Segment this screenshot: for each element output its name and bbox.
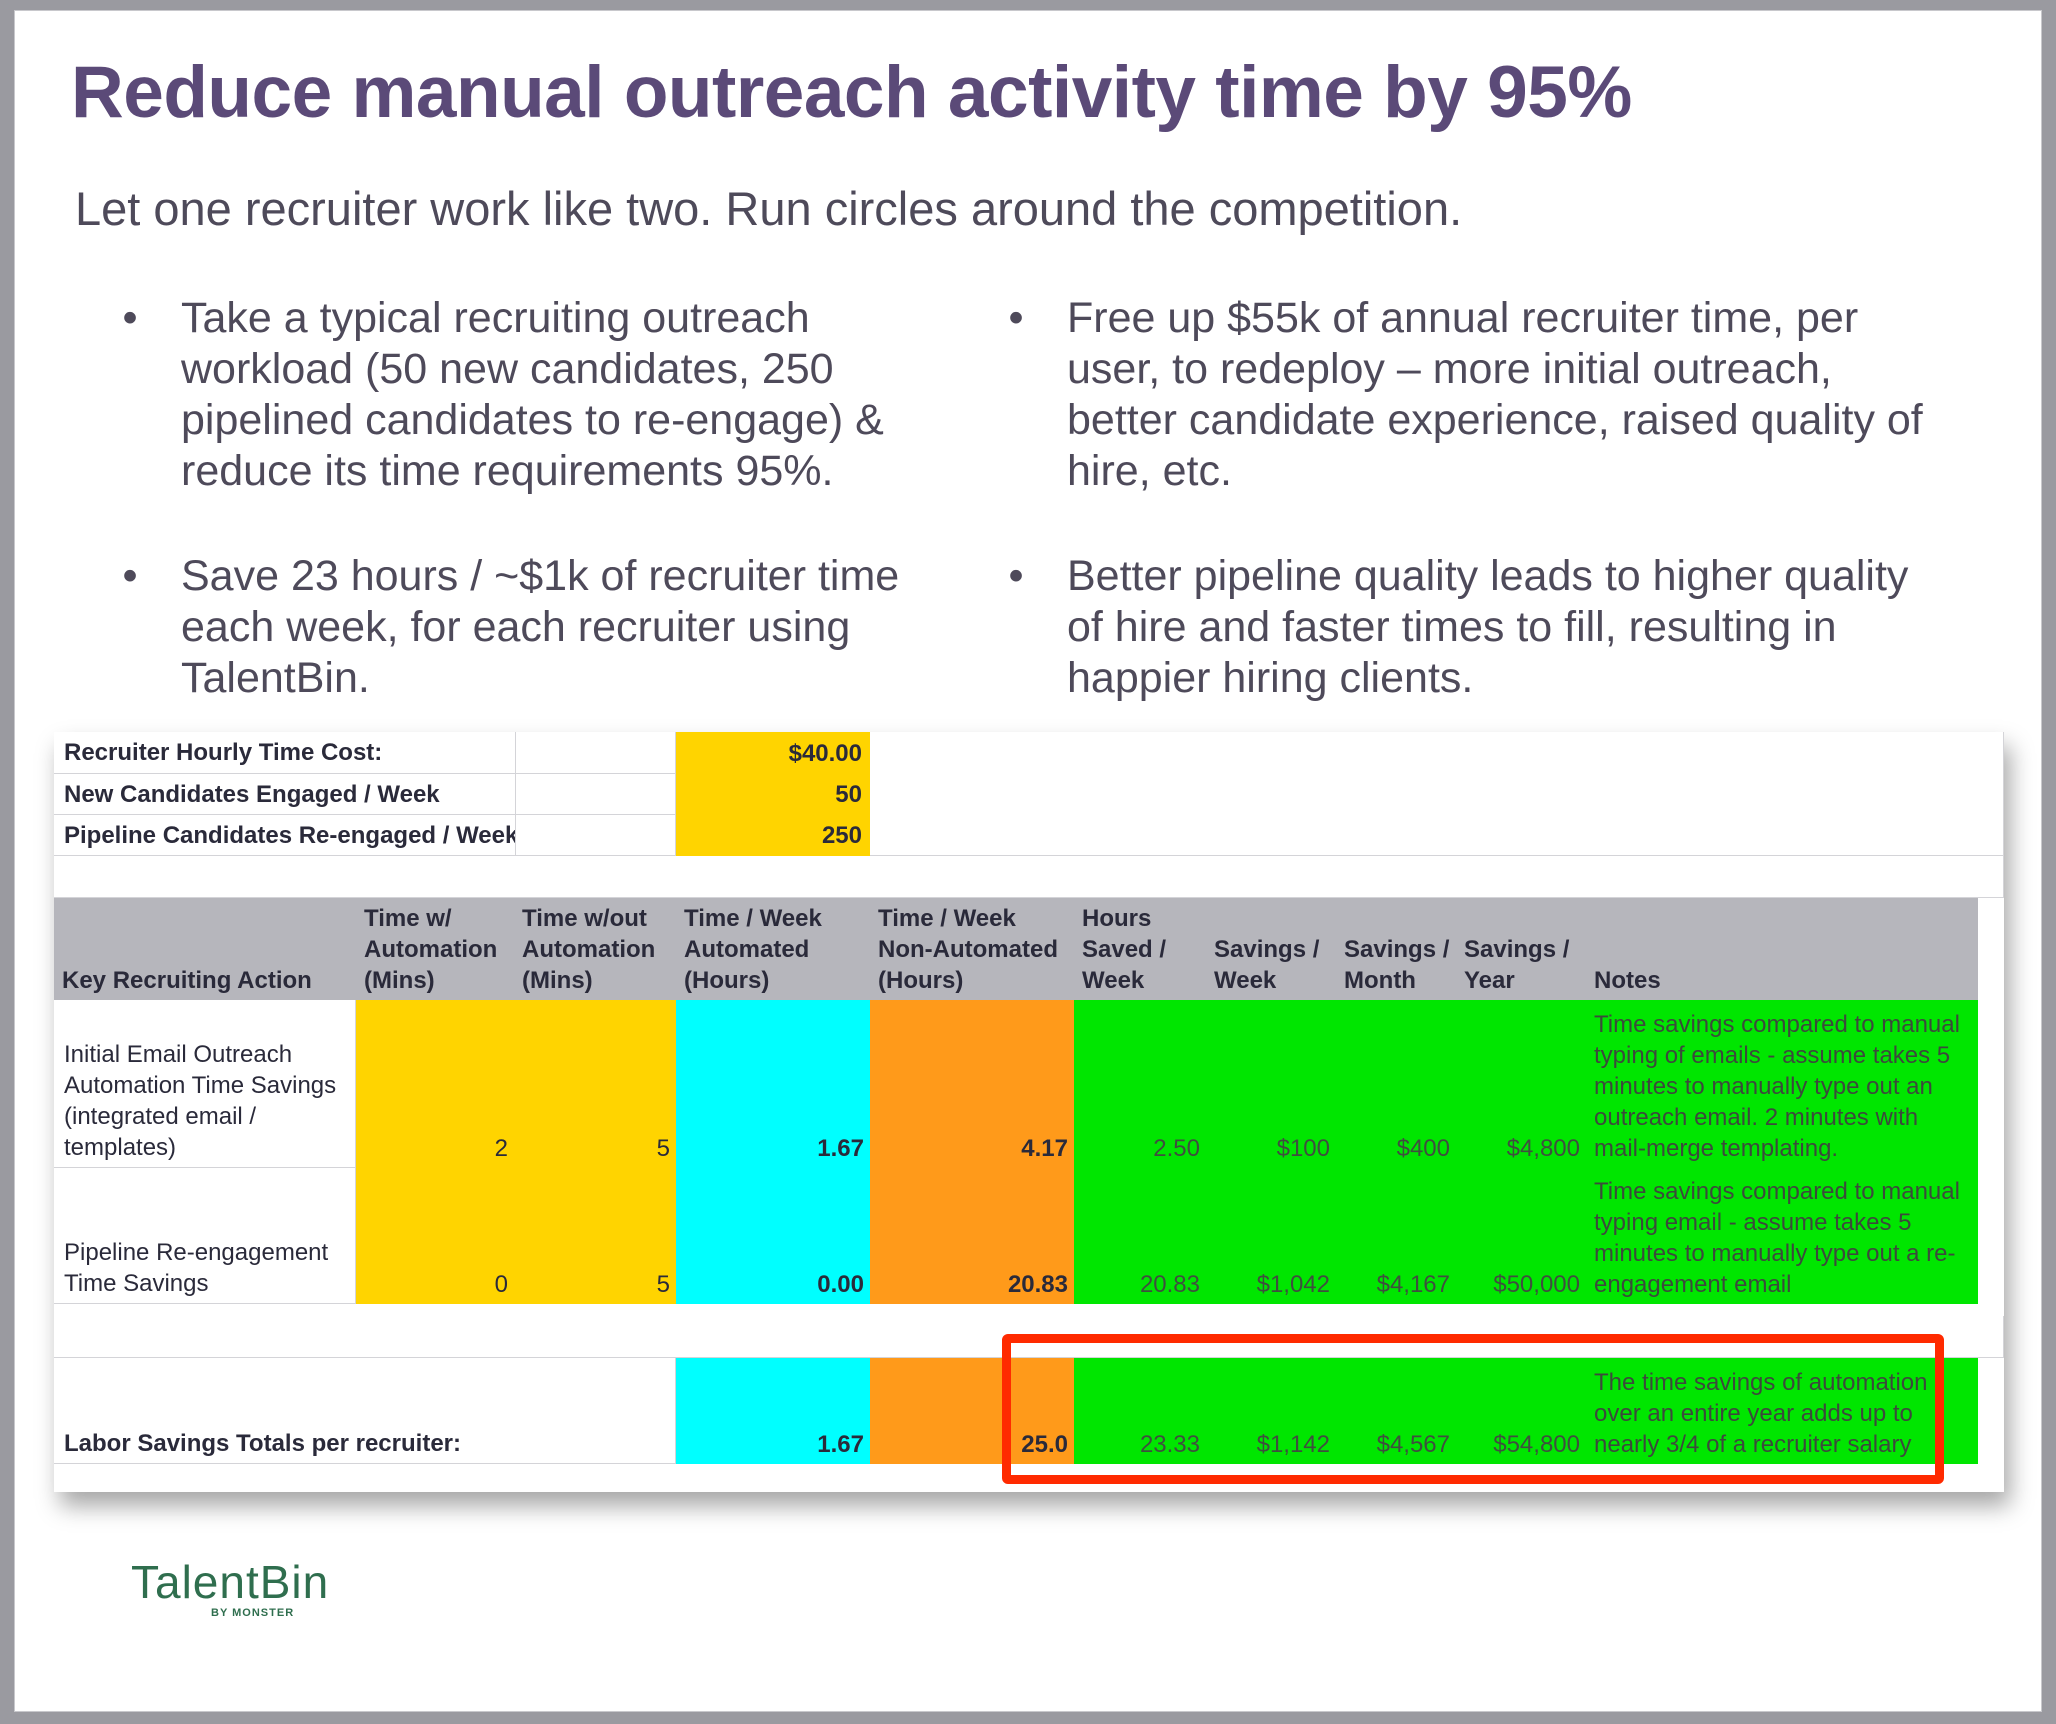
header-key-action: Key Recruiting Action [54, 898, 356, 1000]
grid-cell [516, 732, 676, 774]
grid-cell [516, 815, 676, 856]
logo-tagline: BY MONSTER [211, 1607, 295, 1619]
cell-savings-year: $50,000 [1456, 1168, 1586, 1304]
cell-notes: Time savings compared to manual typing o… [1586, 1000, 1978, 1168]
header-savings-year: Savings / Year [1456, 898, 1586, 1000]
bullet-dot: • [122, 552, 138, 600]
row-action-pipeline-reengagement: Pipeline Re-engagement Time Savings [54, 1168, 356, 1304]
bullet-workload: • Take a typical recruiting outreach wor… [122, 293, 991, 497]
bullet-free-up: • Free up $55k of annual recruiter time,… [1008, 293, 1927, 497]
talentbin-logo: TalentBin [131, 1556, 330, 1608]
input-value-hourly-cost[interactable]: $40.00 [676, 732, 870, 774]
bullet-pipeline-quality: • Better pipeline quality leads to highe… [1008, 551, 1927, 704]
total-savings-year: $54,800 [1456, 1358, 1586, 1464]
cell-savings-week: $1,042 [1206, 1168, 1336, 1304]
header-notes: Notes [1586, 898, 1978, 1000]
header-savings-month: Savings / Month [1336, 898, 1456, 1000]
cell-week-non-automated: 4.17 [870, 1000, 1074, 1168]
bullet-dot: • [122, 294, 138, 342]
total-week-automated: 1.67 [676, 1358, 870, 1464]
header-savings-week: Savings / Week [1206, 898, 1336, 1000]
cell-notes: Time savings compared to manual typing e… [1586, 1168, 1978, 1304]
bullet-dot: • [1008, 294, 1024, 342]
grid-empty-row [54, 1316, 2004, 1358]
savings-spreadsheet: Recruiter Hourly Time Cost: $40.00 New C… [54, 732, 2004, 1492]
total-hours-saved: 23.33 [1074, 1358, 1206, 1464]
highlight-box [1002, 1334, 1944, 1484]
cell-time-without: 5 [514, 1000, 676, 1168]
bullet-text: Save 23 hours / ~$1k of recruiter time e… [181, 552, 900, 702]
grid-cell [516, 774, 676, 815]
row-action-initial-outreach: Initial Email Outreach Automation Time S… [54, 1000, 356, 1168]
header-hours-saved: Hours Saved / Week [1074, 898, 1206, 1000]
cell-savings-month: $4,167 [1336, 1168, 1456, 1304]
grid-empty-area [870, 732, 2004, 856]
input-label-hourly-cost: Recruiter Hourly Time Cost: [54, 732, 516, 774]
cell-savings-year: $4,800 [1456, 1000, 1586, 1168]
header-week-non-automated: Time / Week Non-Automated (Hours) [870, 898, 1074, 1000]
bullet-dot: • [1008, 552, 1024, 600]
bullet-text: Better pipeline quality leads to higher … [1067, 552, 1909, 702]
bullet-save-hours: • Save 23 hours / ~$1k of recruiter time… [122, 551, 991, 704]
header-week-automated: Time / Week Automated (Hours) [676, 898, 870, 1000]
cell-time-with: 2 [356, 1000, 514, 1168]
slide-subtitle: Let one recruiter work like two. Run cir… [75, 182, 1463, 235]
total-savings-month: $4,567 [1336, 1358, 1456, 1464]
slide-title: Reduce manual outreach activity time by … [71, 52, 1632, 133]
input-label-pipeline-candidates: Pipeline Candidates Re-engaged / Week [54, 815, 516, 856]
header-time-without-automation: Time w/out Automation (Mins) [514, 898, 676, 1000]
input-value-pipeline-candidates[interactable]: 250 [676, 815, 870, 856]
cell-week-automated: 1.67 [676, 1000, 870, 1168]
input-label-new-candidates: New Candidates Engaged / Week [54, 774, 516, 815]
bullet-text: Take a typical recruiting outreach workl… [181, 294, 884, 495]
total-savings-week: $1,142 [1206, 1358, 1336, 1464]
input-value-new-candidates[interactable]: 50 [676, 774, 870, 815]
totals-label: Labor Savings Totals per recruiter: [54, 1358, 676, 1464]
grid-empty-row [54, 856, 2004, 898]
cell-time-without: 5 [514, 1168, 676, 1304]
cell-time-with: 0 [356, 1168, 514, 1304]
cell-week-automated: 0.00 [676, 1168, 870, 1304]
cell-week-non-automated: 20.83 [870, 1168, 1074, 1304]
total-week-non-automated: 25.0 [870, 1358, 1074, 1464]
cell-hours-saved: 2.50 [1074, 1000, 1206, 1168]
bullet-text: Free up $55k of annual recruiter time, p… [1067, 294, 1923, 495]
total-notes: The time savings of automation over an e… [1586, 1358, 1978, 1464]
header-time-with-automation: Time w/ Automation (Mins) [356, 898, 514, 1000]
cell-savings-week: $100 [1206, 1000, 1336, 1168]
cell-savings-month: $400 [1336, 1000, 1456, 1168]
cell-hours-saved: 20.83 [1074, 1168, 1206, 1304]
